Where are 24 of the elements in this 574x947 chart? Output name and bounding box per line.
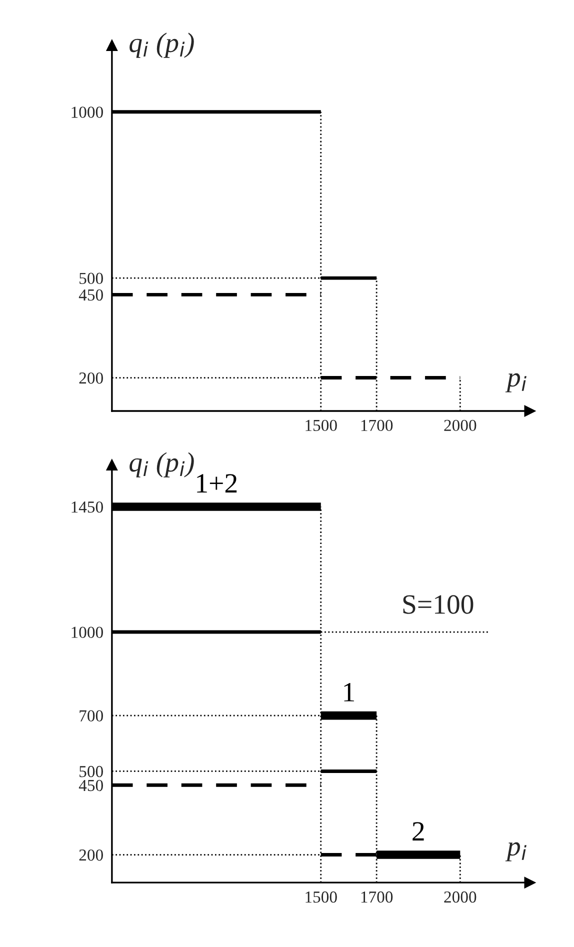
y-tick-label: 1450 (72, 501, 103, 513)
x-tick-label: 1700 (361, 420, 393, 432)
y-tick-label: 500 (80, 766, 103, 778)
y-axis-title: q$_{i}$ (p$_{i}$) (130, 452, 194, 478)
y-tick-label: 200 (79, 849, 103, 861)
series-label: 1 (344, 682, 354, 702)
series-label: 2 (412, 822, 424, 841)
x-axis-title: p$_{i}$ (505, 373, 526, 392)
x-tick-label: 1500 (306, 891, 337, 903)
y-tick-label: 200 (79, 372, 103, 384)
x-tick-label: 2000 (444, 420, 476, 432)
annotation: S=100 (403, 595, 474, 614)
x-tick-label: 1500 (306, 420, 337, 432)
y-tick-label: 1000 (72, 106, 103, 118)
y-tick-label: 700 (80, 710, 103, 722)
x-tick-label: 2000 (444, 891, 476, 903)
y-tick-label: 450 (78, 289, 103, 301)
y-axis-title: q$_{i}$ (p$_{i}$) (130, 32, 194, 58)
x-axis-title: p$_{i}$ (505, 842, 526, 862)
x-tick-label: 1700 (361, 891, 393, 903)
y-tick-label: 500 (80, 272, 103, 284)
series-label: 1+2 (197, 474, 237, 492)
y-tick-label: 450 (78, 780, 103, 792)
y-tick-label: 1000 (72, 626, 103, 638)
